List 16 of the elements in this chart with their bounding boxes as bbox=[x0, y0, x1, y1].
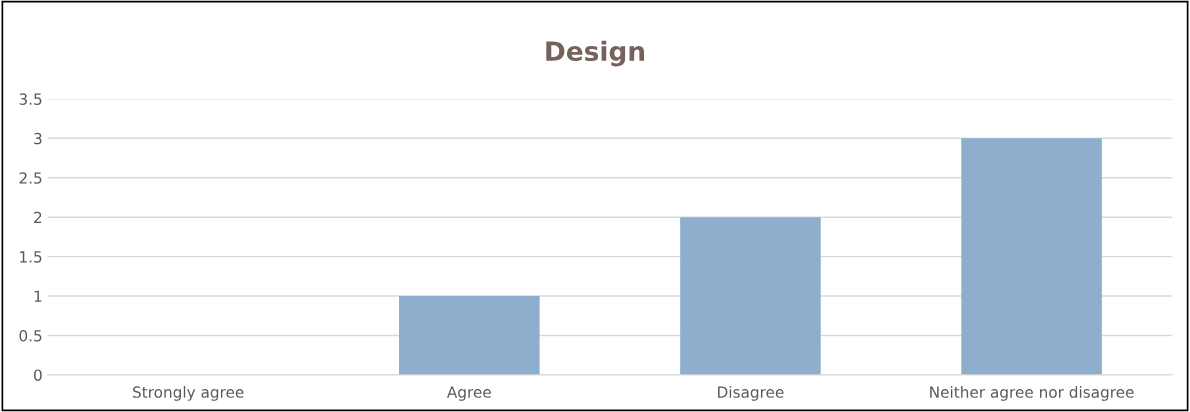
y-tick-label: 1 bbox=[34, 290, 42, 302]
y-tick-label: 0 bbox=[34, 369, 42, 381]
x-tick-label: Strongly agree bbox=[133, 386, 244, 401]
y-tick-label: 1.5 bbox=[20, 251, 42, 263]
y-tick-label: 3.5 bbox=[19, 93, 42, 105]
y-tick-label: 2.5 bbox=[19, 172, 42, 184]
chart-title: Design bbox=[546, 40, 645, 67]
bar bbox=[961, 138, 1102, 375]
y-tick-label: 0.5 bbox=[19, 329, 42, 342]
y-tick-label: 2 bbox=[34, 211, 42, 223]
x-tick-label: Agree bbox=[446, 386, 491, 401]
y-tick-label: 3 bbox=[34, 132, 42, 145]
x-tick-label: Disagree bbox=[718, 386, 784, 401]
x-tick-label: Neither agree nor disagree bbox=[930, 386, 1134, 401]
bar bbox=[680, 217, 821, 375]
bar bbox=[399, 296, 540, 375]
